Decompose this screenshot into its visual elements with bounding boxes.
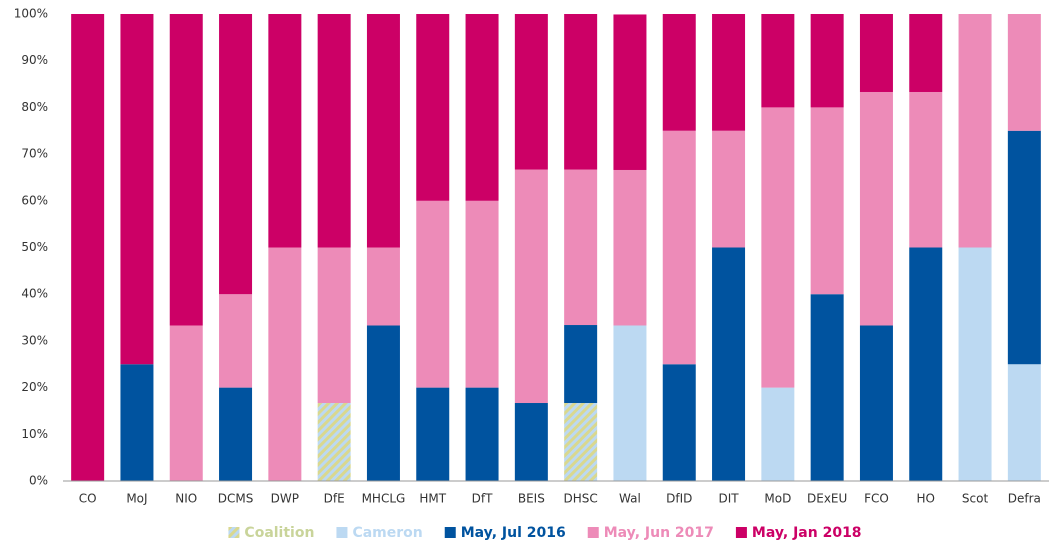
- bar-segment: [366, 14, 400, 248]
- x-tick-label: DWP: [271, 492, 299, 506]
- bar-segment: [317, 247, 351, 404]
- x-tick-label: NIO: [175, 492, 197, 506]
- bar-segment: [169, 325, 203, 481]
- bar-segment: [761, 14, 795, 108]
- bar-segment: [416, 14, 450, 201]
- bar-segment: [514, 14, 548, 170]
- x-tick-label: DExEU: [807, 492, 847, 506]
- x-tick-label: FCO: [864, 492, 889, 506]
- legend-swatch: [735, 527, 747, 538]
- bar-segment: [810, 107, 844, 295]
- x-tick-label: DfID: [666, 492, 692, 506]
- legend-label: Coalition: [244, 525, 314, 541]
- x-tick-label: Defra: [1008, 492, 1041, 506]
- x-tick-label: DfE: [324, 492, 345, 506]
- bar-segment: [662, 130, 696, 365]
- bar-segment: [268, 247, 302, 481]
- bar-segment: [219, 14, 253, 295]
- bar-segment: [564, 169, 598, 326]
- bar-segment: [662, 364, 696, 481]
- x-tick-label: BEIS: [518, 492, 545, 506]
- x-tick-label: MHCLG: [362, 492, 406, 506]
- bar-segment: [120, 364, 154, 481]
- bar-segment: [712, 130, 746, 248]
- x-tick-label: MoD: [764, 492, 791, 506]
- y-tick-label: 0%: [29, 474, 48, 488]
- bar-segment: [169, 14, 203, 326]
- bar-segment: [416, 200, 450, 388]
- bar-segment: [1007, 14, 1041, 131]
- x-tick-label: HMT: [419, 492, 446, 506]
- y-tick-label: 80%: [21, 100, 48, 114]
- bar-segment: [810, 294, 844, 481]
- bar-segment: [613, 14, 647, 170]
- x-tick-label: Scot: [962, 492, 989, 506]
- bar-segment: [1007, 130, 1041, 365]
- y-tick-label: 20%: [21, 380, 48, 394]
- bar-segment: [564, 14, 598, 170]
- legend-swatch: [587, 527, 599, 538]
- bar-segment: [613, 169, 647, 326]
- legend-label: May, Jun 2017: [604, 525, 714, 541]
- x-tick-label: Wal: [619, 492, 641, 506]
- bar-segment: [465, 14, 499, 201]
- y-tick-label: 90%: [21, 53, 48, 67]
- bar-segment: [317, 14, 351, 248]
- legend-label: May, Jan 2018: [752, 525, 862, 541]
- y-tick-label: 50%: [21, 240, 48, 254]
- bar-segment: [366, 247, 400, 326]
- bar-segment: [958, 247, 992, 481]
- bar-segment: [859, 14, 893, 92]
- bar-segment: [958, 14, 992, 248]
- bar-segment: [514, 403, 548, 481]
- legend-swatch: [336, 527, 348, 538]
- bar-segment: [514, 169, 548, 404]
- bar-segment: [909, 247, 943, 481]
- bar-segment: [465, 387, 499, 481]
- bar-segment: [761, 107, 795, 388]
- legend-label: May, Jul 2016: [461, 525, 566, 541]
- bar-segment: [219, 294, 253, 388]
- bar-segment: [712, 14, 746, 131]
- x-tick-label: DIT: [718, 492, 739, 506]
- y-tick-label: 10%: [21, 427, 48, 441]
- x-tick-label: DCMS: [218, 492, 254, 506]
- legend-label: Cameron: [352, 525, 422, 541]
- bar-segment: [712, 247, 746, 481]
- bar-segment: [564, 325, 598, 404]
- bar-segment: [859, 325, 893, 481]
- x-tick-label: HO: [917, 492, 935, 506]
- y-tick-label: 60%: [21, 193, 48, 207]
- bar-segment: [366, 325, 400, 481]
- bar-segment: [268, 14, 302, 248]
- x-tick-label: CO: [79, 492, 97, 506]
- y-tick-label: 100%: [14, 7, 48, 21]
- bar-segment: [465, 200, 499, 388]
- x-tick-label: DHSC: [564, 492, 598, 506]
- bar-segment: [219, 387, 253, 481]
- y-tick-label: 30%: [21, 333, 48, 347]
- bar-segment: [120, 14, 154, 365]
- bar-segment: [416, 387, 450, 481]
- bar-segment: [909, 14, 943, 92]
- bar-segment: [761, 387, 795, 481]
- bar-segment: [859, 91, 893, 326]
- x-tick-label: DfT: [472, 492, 493, 506]
- bar-segment: [564, 403, 598, 481]
- legend-swatch: [444, 527, 456, 538]
- bar-segment: [909, 91, 943, 248]
- y-tick-label: 40%: [21, 287, 48, 301]
- bar-segment: [1007, 364, 1041, 481]
- y-tick-label: 70%: [21, 147, 48, 161]
- x-tick-label: MoJ: [126, 492, 147, 506]
- bar-segment: [71, 14, 105, 481]
- bar-segment: [317, 403, 351, 481]
- bar-segment: [810, 14, 844, 108]
- bar-segment: [613, 325, 647, 481]
- legend-swatch: [228, 527, 240, 538]
- bar-segment: [662, 14, 696, 131]
